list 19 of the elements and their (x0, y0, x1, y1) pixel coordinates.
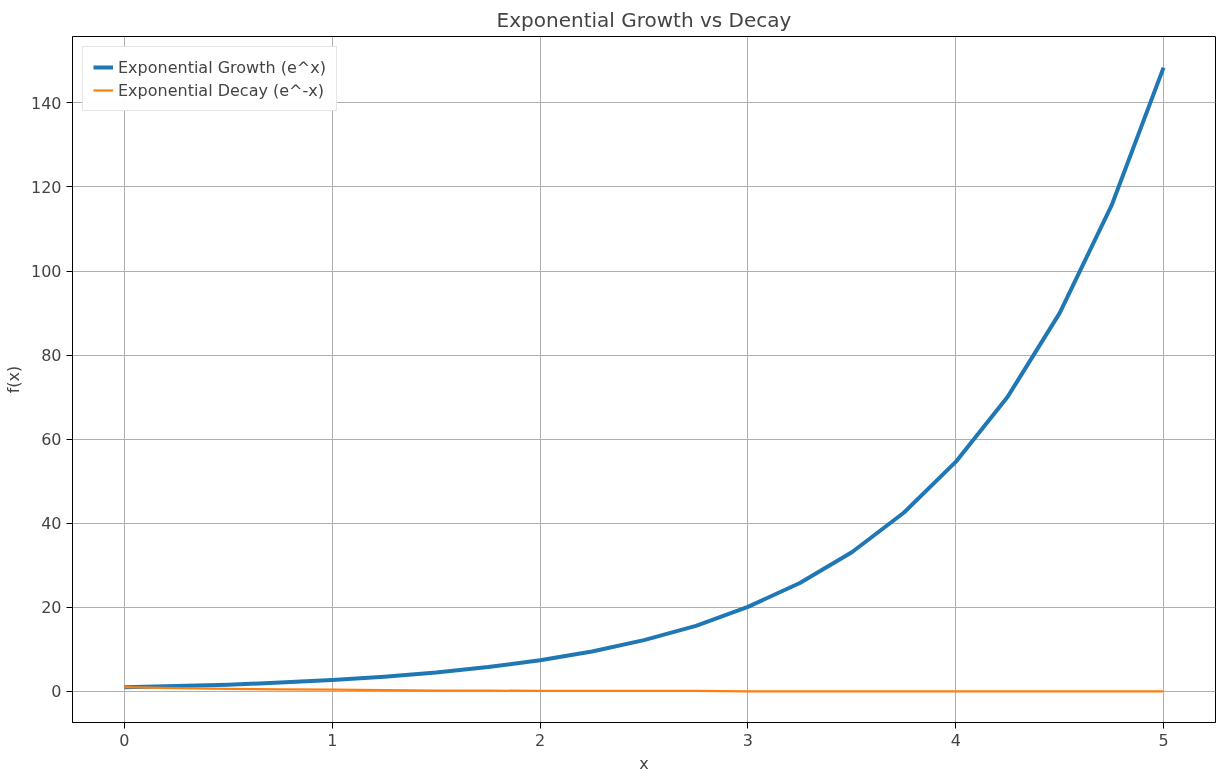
y-tick-label: 60 (41, 430, 62, 450)
y-tick-label: 80 (41, 346, 62, 366)
y-tick-label: 20 (41, 598, 62, 618)
chart-title: Exponential Growth vs Decay (496, 7, 792, 32)
y-tick-label: 100 (30, 262, 62, 282)
y-tick-label: 40 (41, 514, 62, 534)
x-tick-label: 1 (327, 730, 338, 750)
legend-label: Exponential Growth (e^x) (118, 57, 326, 77)
x-tick-label: 0 (119, 730, 130, 750)
y-tick-label: 120 (30, 177, 62, 197)
x-tick-label: 3 (742, 730, 754, 750)
x-tick-label: 2 (535, 730, 546, 750)
y-tick-label: 0 (51, 682, 62, 702)
x-tick-label: 5 (1158, 730, 1169, 750)
x-tick-label: 4 (950, 730, 961, 750)
legend-label: Exponential Decay (e^-x) (118, 80, 324, 100)
y-tick-label: 140 (30, 93, 62, 113)
y-axis-title: f(x) (3, 365, 23, 394)
x-axis-title: x (639, 753, 649, 773)
